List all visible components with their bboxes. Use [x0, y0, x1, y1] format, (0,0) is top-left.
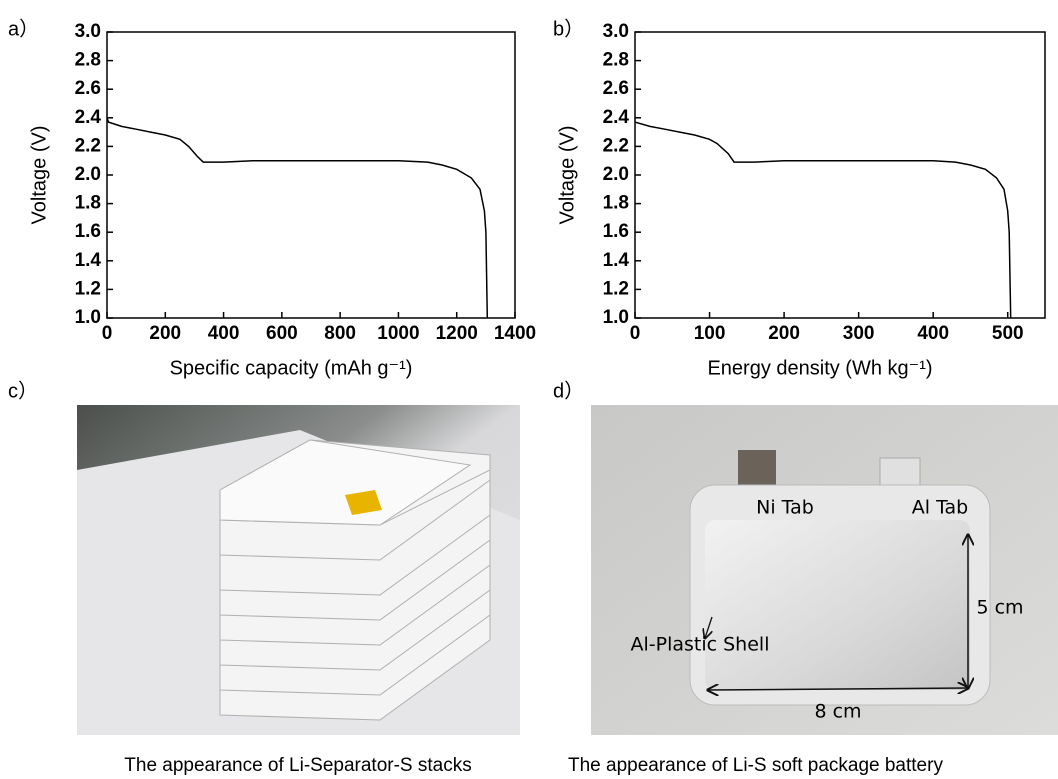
y-tick-label: 2.4: [75, 107, 102, 128]
x-tick-label: 400: [917, 323, 949, 344]
panel-label: d）: [553, 379, 584, 402]
y-tick-label: 2.2: [603, 135, 629, 156]
y-tick-label: 2.8: [75, 50, 101, 71]
y-tick-label: 2.4: [603, 107, 630, 128]
x-tick-label: 300: [843, 323, 875, 344]
y-tick-label: 1.8: [603, 193, 629, 214]
annotation: Al Tab: [912, 497, 968, 519]
x-tick-label: 200: [149, 323, 181, 344]
y-tick-label: 1.4: [75, 250, 102, 271]
y-tick-label: 1.6: [75, 221, 101, 242]
x-tick-label: 100: [694, 323, 726, 344]
y-tick-label: 2.2: [75, 135, 101, 156]
y-tick-label: 3.0: [603, 21, 629, 42]
x-tick-label: 1400: [494, 323, 536, 344]
y-tick-label: 1.0: [603, 307, 629, 328]
y-tick-label: 1.4: [603, 250, 630, 271]
x-tick-label: 1000: [377, 323, 419, 344]
annotation: Al-Plastic Shell: [631, 634, 770, 656]
plot-frame: [634, 31, 1046, 319]
x-tick-label: 600: [266, 323, 298, 344]
x-tick-label: 0: [102, 323, 113, 344]
x-tick-label: 800: [324, 323, 356, 344]
y-tick-label: 1.2: [75, 278, 101, 299]
y-tick-label: 2.6: [75, 78, 101, 99]
photo-stacks: [77, 405, 520, 735]
y-tick-label: 2.6: [603, 78, 629, 99]
annotation: 8 cm: [814, 701, 861, 723]
photo-battery: [591, 405, 1058, 735]
y-tick-label: 1.8: [75, 193, 101, 214]
x-tick-label: 1200: [436, 323, 478, 344]
y-tick-label: 3.0: [75, 21, 101, 42]
x-tick-label: 400: [208, 323, 240, 344]
panel-label: a）: [8, 17, 39, 40]
x-tick-label: 0: [630, 323, 641, 344]
caption: The appearance of Li-S soft package batt…: [568, 755, 943, 776]
data-line: [106, 117, 489, 319]
annotation: Ni Tab: [756, 497, 814, 519]
y-tick-label: 1.2: [603, 278, 629, 299]
annotation: 5 cm: [976, 597, 1023, 619]
y-axis-label: Voltage (V): [556, 126, 578, 225]
x-axis-label: Energy density (Wh kg⁻¹): [707, 357, 932, 379]
x-tick-label: 500: [992, 323, 1024, 344]
plot-frame: [106, 31, 516, 319]
y-tick-label: 2.0: [603, 164, 629, 185]
panel-label: c）: [8, 379, 38, 402]
y-tick-label: 1.0: [75, 307, 101, 328]
x-axis-label: Specific capacity (mAh g⁻¹): [170, 357, 413, 379]
y-axis-label: Voltage (V): [28, 126, 50, 225]
y-tick-label: 2.0: [75, 164, 101, 185]
x-tick-label: 200: [768, 323, 800, 344]
caption: The appearance of Li-Separator-S stacks: [124, 755, 471, 776]
data-line: [634, 121, 1012, 319]
panel-label: b）: [553, 17, 584, 40]
y-tick-label: 2.8: [603, 50, 629, 71]
y-tick-label: 1.6: [603, 221, 629, 242]
